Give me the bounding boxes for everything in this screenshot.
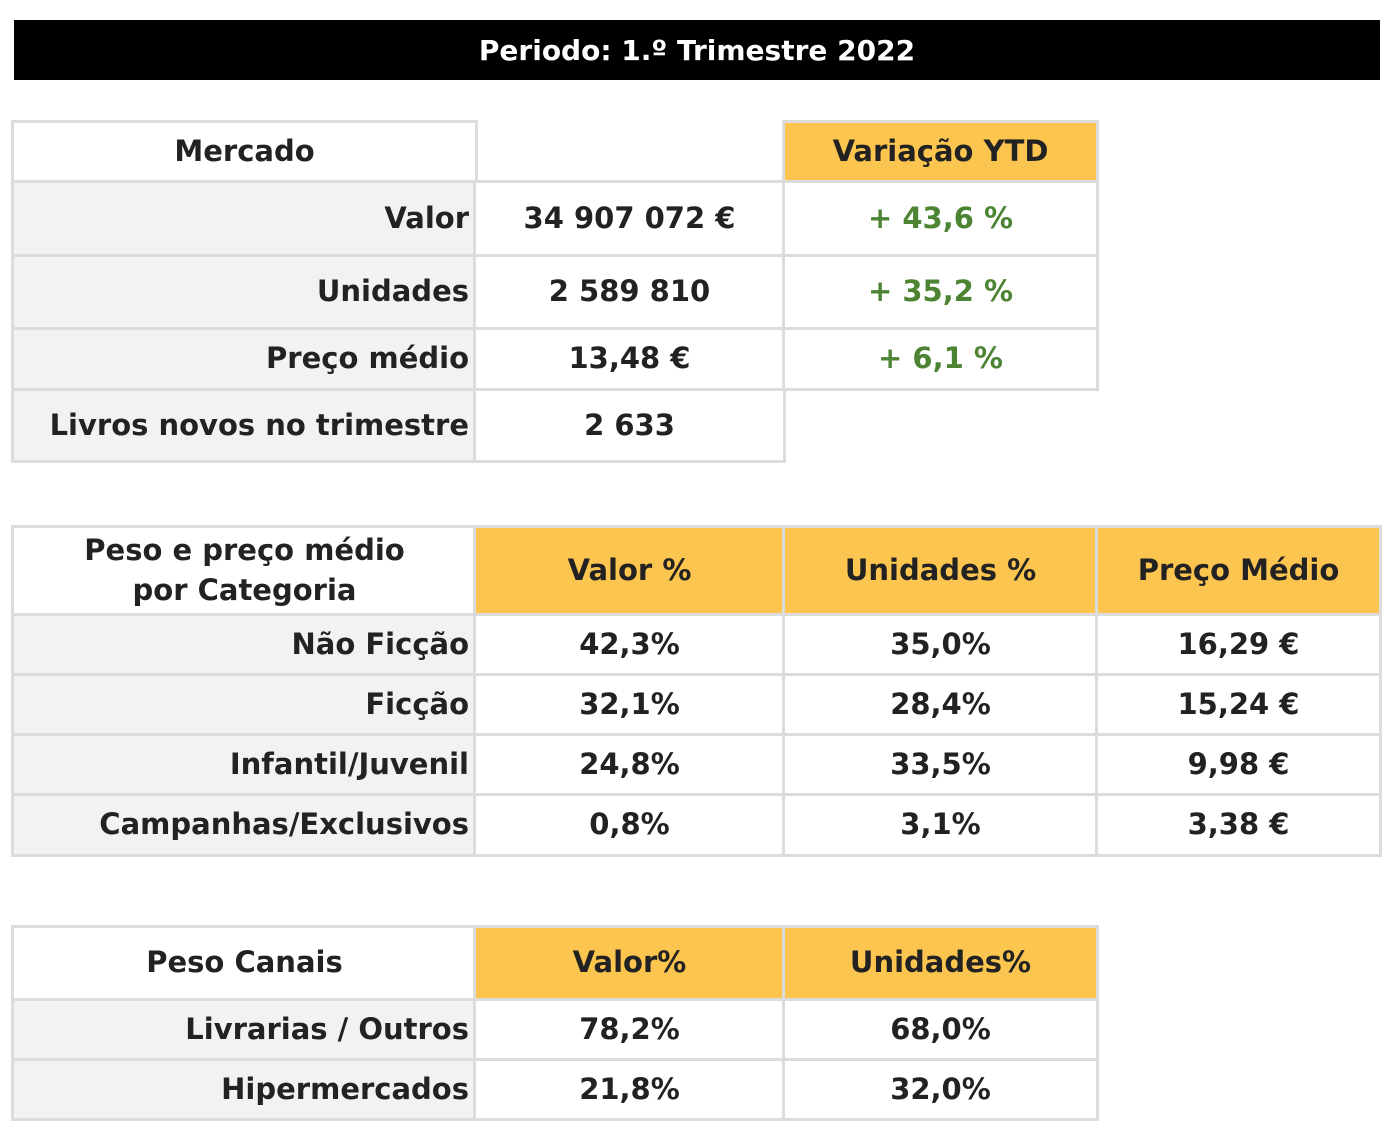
market-row-label: Livros novos no trimestre <box>11 388 478 463</box>
category-row-valor: 24,8% <box>473 733 786 796</box>
channels-header: Peso Canais <box>11 925 478 1001</box>
category-row-valor: 0,8% <box>473 793 786 857</box>
category-row-preco: 15,24 € <box>1095 673 1382 736</box>
channels-row-label: Hipermercados <box>11 1058 478 1121</box>
category-row-label: Infantil/Juvenil <box>11 733 478 796</box>
category-row-unidades: 33,5% <box>782 733 1099 796</box>
category-row-label: Não Ficção <box>11 613 478 676</box>
category-row-preco: 16,29 € <box>1095 613 1382 676</box>
category-header: Peso e preço médio por Categoria <box>11 525 478 616</box>
category-col-unidades: Unidades % <box>782 525 1099 616</box>
channels-col-valor: Valor% <box>473 925 786 1001</box>
market-row-value: 2 633 <box>473 388 786 463</box>
category-row-valor: 32,1% <box>473 673 786 736</box>
category-row-label: Campanhas/Exclusivos <box>11 793 478 857</box>
market-row-label: Valor <box>11 180 478 257</box>
category-col-valor: Valor % <box>473 525 786 616</box>
category-row-preco: 3,38 € <box>1095 793 1382 857</box>
channels-col-unidades: Unidades% <box>782 925 1099 1001</box>
variation-header: Variação YTD <box>782 120 1099 183</box>
category-row-unidades: 28,4% <box>782 673 1099 736</box>
market-row-variation: + 43,6 % <box>782 180 1099 257</box>
market-row-label: Unidades <box>11 254 478 330</box>
channels-row-valor: 78,2% <box>473 998 786 1061</box>
market-row-value: 34 907 072 € <box>473 180 786 257</box>
category-row-unidades: 35,0% <box>782 613 1099 676</box>
channels-row-unidades: 68,0% <box>782 998 1099 1061</box>
market-header: Mercado <box>11 120 478 183</box>
category-row-valor: 42,3% <box>473 613 786 676</box>
category-col-preco: Preço Médio <box>1095 525 1382 616</box>
channels-row-unidades: 32,0% <box>782 1058 1099 1121</box>
page-title: Periodo: 1.º Trimestre 2022 <box>14 20 1380 80</box>
market-row-value: 2 589 810 <box>473 254 786 330</box>
market-row-label: Preço médio <box>11 327 478 391</box>
category-row-unidades: 3,1% <box>782 793 1099 857</box>
channels-row-label: Livrarias / Outros <box>11 998 478 1061</box>
channels-row-valor: 21,8% <box>473 1058 786 1121</box>
category-row-label: Ficção <box>11 673 478 736</box>
market-row-variation: + 6,1 % <box>782 327 1099 391</box>
market-row-value: 13,48 € <box>473 327 786 391</box>
category-row-preco: 9,98 € <box>1095 733 1382 796</box>
market-row-variation: + 35,2 % <box>782 254 1099 330</box>
